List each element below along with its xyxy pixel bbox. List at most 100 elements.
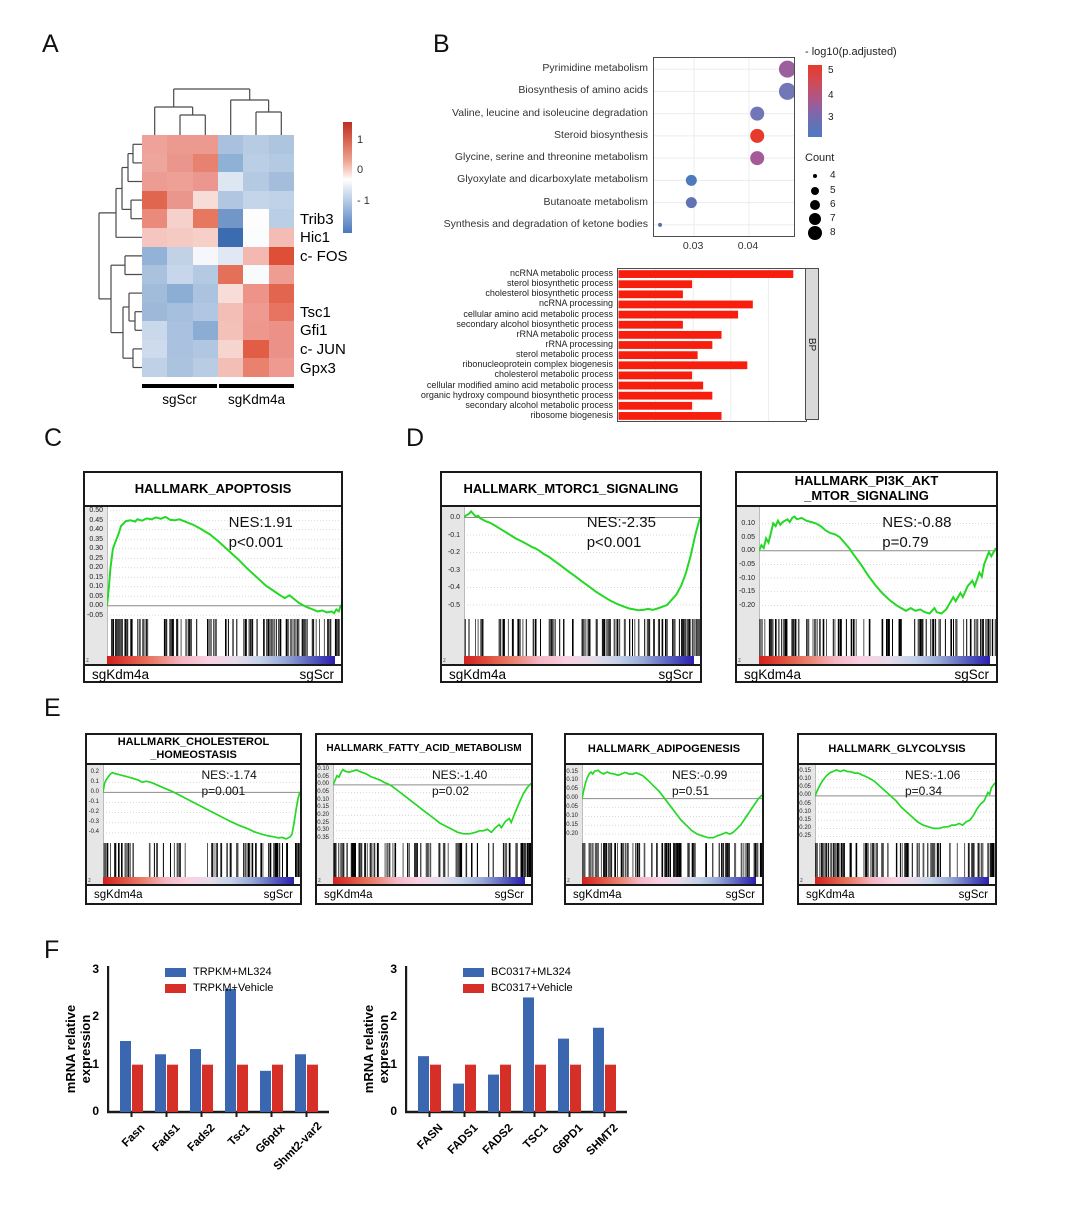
bp-facet-strip: BP <box>805 268 819 420</box>
heatmap-row-label: Trib3 <box>300 210 334 228</box>
gsea-chart-wrap: z 0.15 0.10 0.05 0.00 -0.05 -0.10 -0.15 -0.20 -0.… <box>797 765 995 884</box>
gsea-enrichment-curve <box>103 771 300 840</box>
heatmap-cell <box>167 321 193 340</box>
heatmap-cell <box>268 153 294 173</box>
enrichment-dot <box>658 222 663 227</box>
gsea-y-tick: -0.1 <box>447 531 460 539</box>
gsea-y-tick: 0.10 <box>566 777 578 784</box>
gsea-curve-svg <box>464 509 700 612</box>
dotplot-category-label: Glycine, serine and threonine metabolism <box>454 151 648 164</box>
gsea-left-phenotype: sgKdm4a <box>744 666 802 682</box>
gsea-title-line: HALLMARK_ADIPOGENESIS <box>587 742 741 755</box>
qpcr-axes-svg <box>107 966 329 1117</box>
qpcr-legend-label: TRPKM+ML324 <box>193 966 272 978</box>
gsea-rank-gradient <box>582 877 756 884</box>
qpcr-legend-row: BC0317+ML324 <box>463 966 571 978</box>
qpcr-bar-TRPKM+Vehicle <box>237 1064 248 1112</box>
size-legend-label: 5 <box>830 185 836 196</box>
heatmap-cell <box>243 283 269 303</box>
heatmap-cell <box>167 190 193 210</box>
gsea-y-tick: -0.20 <box>564 830 578 837</box>
gsea-y-tick: 0.50 <box>89 507 103 515</box>
heatmap-cell <box>218 302 244 322</box>
go-bar <box>618 351 698 360</box>
gsea-y-tick: 0.35 <box>89 535 103 543</box>
heatmap-cell <box>268 339 294 359</box>
heatmap-cell <box>218 246 244 266</box>
heatmap-cell <box>167 246 193 266</box>
qpcr-legend-row: BC0317+Vehicle <box>463 982 573 994</box>
panel-label-c: C <box>44 424 63 452</box>
heatmap-cell <box>167 209 193 229</box>
qpcr-legend-label: BC0317+Vehicle <box>491 982 573 994</box>
gsea-chart-wrap: z 0.10 0.05 0.00 -0.05 -0.10 -0.15 -0.20 NES:-0.… <box>737 507 996 664</box>
heatmap-cell <box>142 172 168 191</box>
barplot-category-label: rRNA processing <box>545 339 613 349</box>
heatmap-cell <box>192 228 218 247</box>
gsea-y-tick: 0.00 <box>89 602 103 610</box>
gsea-enrichment-curve <box>333 768 531 835</box>
gsea-y-tick: -0.05 <box>315 789 329 796</box>
heatmap-cell <box>167 283 193 303</box>
qpcr-bar-BC0317+Vehicle <box>605 1064 616 1112</box>
gsea-rank-gradient <box>464 656 694 664</box>
go-bar <box>618 361 748 370</box>
heatmap-cell <box>268 358 294 377</box>
gsea-hit-barcode <box>111 619 340 656</box>
gsea-y-tick: 0.10 <box>317 766 329 773</box>
barplot-area <box>617 268 807 422</box>
panel-label-f: F <box>44 936 60 964</box>
panel-label-e: E <box>44 694 61 722</box>
gsea-rank-gradient <box>107 656 335 664</box>
gsea-plot-gsea-apoptosis: HALLMARK_APOPTOSIS z 0.50 0.45 0.40 0.35 0.30 0… <box>83 471 343 683</box>
gsea-left-phenotype: sgKdm4a <box>324 889 373 901</box>
barplot-category-label: cellular amino acid metabolic process <box>463 308 613 319</box>
gsea-y-tick: 0.40 <box>89 526 103 534</box>
barplot-category-label: organic hydroxy compound biosynthetic pr… <box>420 389 613 400</box>
go-bar <box>618 381 704 390</box>
heatmap-cell <box>218 283 244 303</box>
heatmap-cell <box>167 339 193 359</box>
qpcr-legend-swatch <box>165 967 186 977</box>
gsea-phenotype-band: sgKdm4a sgScr <box>317 884 531 904</box>
dotplot-category-label: Valine, leucine and isoleucine degradati… <box>452 106 648 119</box>
gsea-y-tick: -0.5 <box>447 601 460 609</box>
gsea-p-value: p<0.001 <box>586 533 642 551</box>
heatmap-cell <box>142 283 168 303</box>
go-bar <box>618 310 739 319</box>
gsea-title-line: HALLMARK_APOPTOSIS <box>134 480 292 496</box>
color-legend-tick: 5 <box>828 65 834 76</box>
gsea-y-tick: -0.05 <box>797 800 811 807</box>
gsea-plot-gsea-adipogenesis: HALLMARK_ADIPOGENESIS z 0.15 0.10 0.05 0.00 -0… <box>564 733 764 905</box>
gsea-axis-mark: z <box>86 658 89 664</box>
barplot-category-label: sterol biosynthetic process <box>506 278 613 289</box>
heatmap-cell <box>167 265 193 284</box>
gsea-curve-svg <box>815 768 995 837</box>
heatmap-cell <box>192 209 218 229</box>
gsea-axis-mark: z <box>88 878 91 884</box>
qpcr-bar-TRPKM+Vehicle <box>167 1064 178 1112</box>
heatmap-cell <box>192 283 218 303</box>
gsea-y-tick: -0.25 <box>315 819 329 826</box>
gsea-enrichment-curve <box>464 509 700 612</box>
qpcr-legend-swatch <box>463 967 484 977</box>
qpcr-bar-BC0317+ML324 <box>593 1027 604 1112</box>
gsea-y-tick: -0.2 <box>447 549 460 556</box>
heatmap-cell <box>268 283 294 303</box>
size-legend-title: Count <box>805 152 835 164</box>
heatmap-cell <box>243 209 269 229</box>
heatmap-cell <box>268 265 294 284</box>
qpcr-bar-BC0317+Vehicle <box>465 1064 476 1112</box>
qpcr-y-tick: 3 <box>92 962 99 976</box>
gsea-curve-svg <box>582 769 762 839</box>
heatmap-row-label: Hic1 <box>300 229 331 247</box>
gsea-chart-wrap: z 0.50 0.45 0.40 0.35 0.30 0.25 0.20 0.15 0.10 0.0… <box>85 507 341 664</box>
enrichment-dot <box>685 174 697 186</box>
heatmap-cell <box>268 302 294 322</box>
panel-label-a: A <box>42 30 59 58</box>
qpcr-axes-svg <box>405 966 627 1117</box>
dotplot-x-tick: 0.04 <box>737 240 759 252</box>
gsea-phenotype-band: sgKdm4a sgScr <box>442 664 700 682</box>
barplot-category-label: ribonucleoprotein complex biogenesis <box>462 359 613 370</box>
group-bar-sgkdm4a <box>219 384 294 388</box>
